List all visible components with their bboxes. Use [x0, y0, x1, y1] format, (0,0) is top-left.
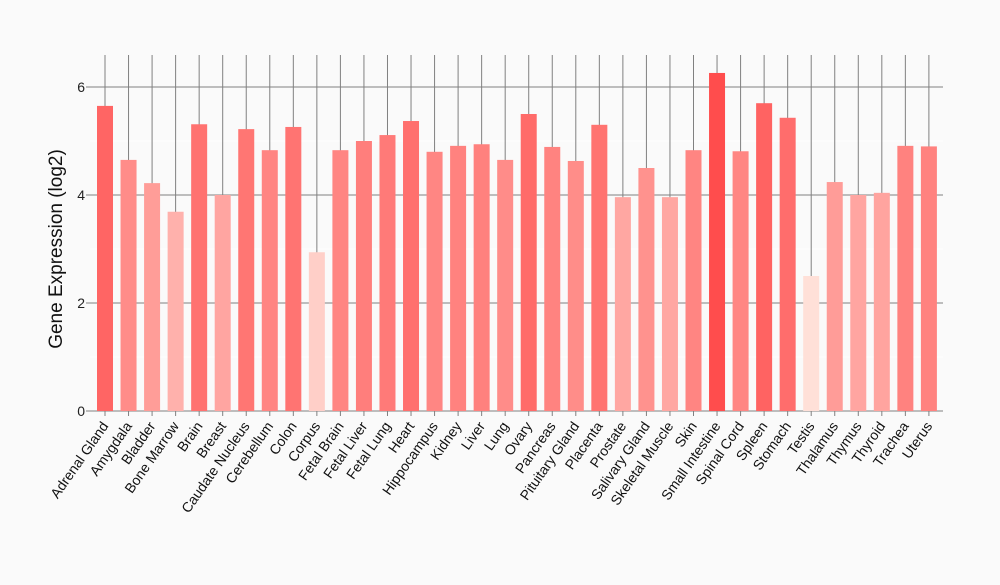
bar-amygdala[interactable]: [120, 159, 137, 411]
bar-thalamus[interactable]: [826, 182, 843, 411]
bar-spinal-cord[interactable]: [732, 151, 749, 411]
bar-placenta[interactable]: [591, 124, 608, 412]
bar-liver[interactable]: [473, 144, 490, 412]
y-axis-label: Gene Expression (log2): [46, 149, 67, 349]
bar-thymus[interactable]: [850, 195, 867, 411]
bar-pituitary-gland[interactable]: [567, 160, 584, 411]
bar-salivary-gland[interactable]: [638, 168, 655, 411]
bar-lung[interactable]: [497, 159, 514, 411]
bar-skeletal-muscle[interactable]: [661, 197, 678, 411]
bar-heart[interactable]: [403, 121, 420, 412]
bar-fetal-liver[interactable]: [355, 141, 372, 411]
bar-stomach[interactable]: [779, 117, 796, 411]
y-tick-label: 0: [77, 403, 85, 419]
bar-corpus[interactable]: [308, 252, 325, 411]
bar-ovary[interactable]: [520, 114, 537, 411]
bar-trachea[interactable]: [897, 145, 914, 412]
bar-bladder[interactable]: [144, 183, 161, 411]
bar-caudate-nucleus[interactable]: [238, 129, 255, 411]
bar-adrenal-gland[interactable]: [97, 105, 113, 412]
bars: [97, 72, 937, 412]
bar-brain[interactable]: [191, 124, 208, 411]
bar-small-intestine[interactable]: [709, 72, 726, 412]
bar-hippocampus[interactable]: [426, 151, 443, 412]
bar-pancreas[interactable]: [544, 146, 561, 411]
bar-bone-marrow[interactable]: [167, 211, 184, 411]
bar-kidney[interactable]: [450, 145, 467, 412]
y-tick-label: 6: [77, 79, 85, 95]
bar-cerebellum[interactable]: [261, 150, 278, 411]
bar-breast[interactable]: [214, 195, 231, 411]
bar-colon[interactable]: [285, 126, 302, 412]
y-axis: 0 2 4 6: [77, 79, 90, 419]
bar-spleen[interactable]: [756, 103, 773, 411]
bar-fetal-lung[interactable]: [379, 135, 396, 411]
bar-testis[interactable]: [803, 276, 820, 411]
y-tick-label: 2: [77, 295, 85, 311]
bar-uterus[interactable]: [920, 146, 937, 411]
y-tick-label: 4: [77, 187, 85, 203]
bar-prostate[interactable]: [614, 197, 631, 411]
bar-skin[interactable]: [685, 150, 702, 411]
bar-fetal-brain[interactable]: [332, 150, 349, 411]
x-tick-label: Liver: [458, 418, 489, 452]
bar-thyroid[interactable]: [873, 192, 890, 411]
